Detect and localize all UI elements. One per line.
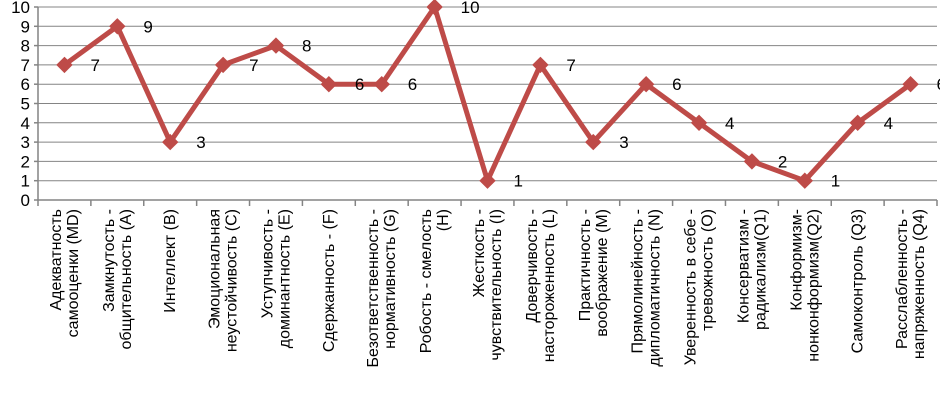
data-point-marker <box>743 153 761 170</box>
data-point-label: 7 <box>249 56 258 75</box>
data-point-marker <box>532 56 549 74</box>
x-category-label: Жесткость - <box>471 209 488 297</box>
y-axis-label: 0 <box>21 191 30 210</box>
data-point-marker <box>585 133 602 151</box>
x-category-label: Уверенность в себе - <box>683 209 700 365</box>
x-category-label: Практичность - <box>577 209 594 321</box>
x-category-label: Доверчивость - <box>524 209 541 323</box>
x-category-label: доминантность (E) <box>276 209 293 348</box>
y-axis-label: 3 <box>21 133 30 152</box>
x-category-label: Замкнутость - <box>101 209 118 312</box>
y-axis-label: 2 <box>21 152 30 171</box>
x-category-label: Сдержанность - (F) <box>321 209 338 352</box>
data-point-label: 1 <box>514 172 523 191</box>
x-category-label: Робость - смелость <box>418 209 435 353</box>
data-point-label: 3 <box>196 133 205 152</box>
data-point-marker <box>796 172 814 189</box>
data-point-label: 9 <box>143 17 152 36</box>
x-category-label: радикализм(Q1) <box>752 209 769 330</box>
data-point-label: 7 <box>566 56 575 75</box>
data-point-marker <box>426 0 443 16</box>
y-axis-label: 5 <box>21 95 30 114</box>
y-axis-label: 1 <box>21 172 30 191</box>
data-point-marker <box>637 75 655 93</box>
x-category-label: дипломатичность (N) <box>647 209 664 367</box>
y-axis-label: 10 <box>11 0 30 17</box>
x-category-label: Интеллект (B) <box>162 209 179 313</box>
data-point-marker <box>56 56 73 74</box>
x-category-label: Конформизм- <box>788 209 805 311</box>
x-category-label: Самоконтроль (Q3) <box>850 209 867 353</box>
data-point-label: 3 <box>619 133 628 152</box>
data-point-label: 6 <box>672 75 681 94</box>
data-point-marker <box>373 75 390 93</box>
data-point-marker <box>109 18 126 35</box>
x-category-label: воображение (M) <box>594 209 611 337</box>
data-point-label: 4 <box>884 114 893 133</box>
x-category-label: напряженность (Q4) <box>911 209 928 359</box>
x-category-label: чувствительность (I) <box>488 209 505 361</box>
data-point-label: 6 <box>937 75 940 94</box>
x-category-label: Эмоциональная <box>207 209 224 329</box>
x-category-label: Уступчивость - <box>259 209 276 318</box>
data-point-label: 10 <box>461 0 480 17</box>
x-category-label: общительность (A) <box>118 209 135 350</box>
data-point-marker <box>690 114 708 132</box>
data-point-marker <box>849 114 866 132</box>
x-category-label: нормативность (G) <box>382 209 399 349</box>
data-point-marker <box>320 75 338 93</box>
x-category-label: нонконформизм(Q2) <box>805 209 822 362</box>
x-category-label: Консерватизм - <box>735 209 752 323</box>
x-category-label: Расслабленность - <box>894 209 911 349</box>
y-axis-label: 8 <box>21 37 30 56</box>
data-point-marker <box>902 75 919 93</box>
y-axis-label: 4 <box>21 114 30 133</box>
data-point-label: 4 <box>725 114 734 133</box>
data-point-label: 6 <box>355 75 364 94</box>
x-category-label: настороженность (L) <box>541 209 558 362</box>
data-point-marker <box>214 56 232 74</box>
y-axis-label: 6 <box>21 75 30 94</box>
data-point-label: 8 <box>302 37 311 56</box>
data-point-marker <box>479 172 496 189</box>
x-category-label: (H) <box>435 209 452 231</box>
data-point-marker <box>161 133 179 151</box>
data-point-marker <box>267 37 285 54</box>
data-point-label: 1 <box>831 172 840 191</box>
y-axis-label: 9 <box>21 17 30 36</box>
x-category-label: тревожность (O) <box>700 209 717 331</box>
x-category-label: самооценки (MD) <box>65 209 82 337</box>
data-point-label: 7 <box>90 56 99 75</box>
data-point-label: 6 <box>408 75 417 94</box>
x-category-label: Адекватность <box>48 209 65 311</box>
y-axis-label: 7 <box>21 56 30 75</box>
x-category-label: Прямолинейность - <box>630 209 647 354</box>
x-category-label: неустойчивость (C) <box>224 209 241 352</box>
x-category-label: Безответственность - <box>365 209 382 367</box>
data-point-label: 2 <box>778 152 787 171</box>
